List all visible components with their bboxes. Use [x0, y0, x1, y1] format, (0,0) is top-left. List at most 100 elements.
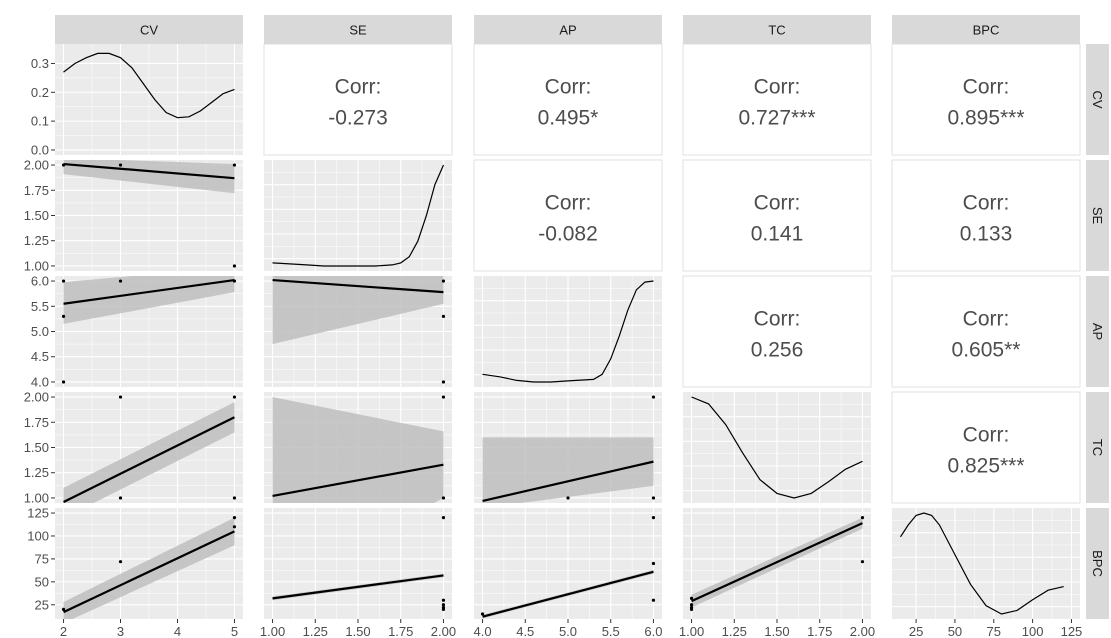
data-point — [566, 496, 570, 500]
data-point — [232, 525, 237, 529]
x-tick-label: 4.5 — [516, 624, 534, 638]
corr-label: Corr: — [545, 76, 592, 99]
regression-line — [272, 278, 444, 294]
x-tick-label: 1.50 — [764, 624, 789, 638]
x-tick-label: 5 — [231, 624, 238, 638]
confidence-band — [272, 397, 444, 503]
regression-line — [272, 574, 444, 600]
strip-top-bpc — [892, 15, 1080, 44]
data-point — [118, 395, 123, 399]
x-tick-label: 3 — [117, 624, 124, 638]
panel-se-cv — [55, 160, 243, 271]
panel-tc-se — [264, 392, 452, 503]
data-point — [441, 603, 446, 607]
x-tick-label: 1.75 — [388, 624, 413, 638]
x-tick-label: 125 — [1061, 624, 1083, 638]
data-point — [689, 596, 694, 600]
data-point — [441, 496, 446, 500]
corr-label: Corr: — [963, 192, 1010, 215]
corr-label: Corr: — [545, 192, 592, 215]
y-tick-label: 50 — [35, 574, 49, 589]
data-point — [232, 395, 237, 399]
data-point — [61, 607, 66, 611]
corr-panel — [682, 43, 872, 156]
data-point — [61, 314, 66, 318]
regression-line — [272, 463, 444, 498]
corr-panel — [263, 43, 453, 156]
data-point — [441, 607, 446, 611]
data-point — [118, 496, 123, 500]
strip-right-tc — [1086, 392, 1109, 503]
strip-label-right: SE — [1090, 207, 1105, 225]
corr-label: Corr: — [754, 192, 801, 215]
panel-se-se — [264, 160, 452, 271]
corr-panel — [891, 391, 1081, 504]
data-point — [232, 516, 237, 520]
panel-cv-cv — [55, 44, 243, 155]
x-tick-label: 2 — [60, 624, 67, 638]
y-tick-label: 2.00 — [24, 158, 49, 173]
x-tick-label: 1.00 — [260, 624, 285, 638]
y-tick-label: 0.3 — [31, 56, 49, 71]
y-tick-label: 1.00 — [24, 490, 49, 505]
data-point — [651, 561, 656, 566]
strip-label-right: TC — [1090, 439, 1105, 456]
corr-panel — [682, 275, 872, 388]
confidence-band — [63, 402, 235, 503]
strip-right-bpc — [1086, 508, 1109, 619]
corr-panel — [682, 159, 872, 272]
strip-label-right: CV — [1090, 90, 1105, 108]
panel-background — [892, 508, 1080, 619]
data-point — [441, 598, 446, 602]
density-curve-bpc — [899, 512, 1064, 615]
x-tick-label: 1.50 — [345, 624, 370, 638]
panel-tc-tc — [683, 392, 871, 503]
regression-line — [63, 278, 235, 305]
corr-value: 0.727*** — [738, 107, 815, 130]
regression-line — [63, 416, 235, 503]
strip-top-ap — [474, 15, 662, 44]
regression-line — [63, 530, 235, 614]
corr-value: 0.895*** — [947, 107, 1024, 130]
strip-right-se — [1086, 160, 1109, 271]
strip-top-tc — [683, 15, 871, 44]
data-point — [232, 163, 237, 167]
y-tick-label: 25 — [35, 597, 49, 612]
panel-ap-ap — [474, 276, 662, 387]
corr-value: 0.495* — [538, 107, 599, 130]
y-tick-label: 75 — [35, 551, 49, 566]
data-point — [441, 279, 446, 283]
density-curve-se — [272, 164, 445, 267]
corr-label: Corr: — [754, 308, 801, 331]
y-tick-label: 0.0 — [31, 142, 49, 157]
x-tick-label: 6.0 — [644, 624, 662, 638]
panel-bpc-cv — [55, 508, 243, 619]
corr-label: Corr: — [963, 76, 1010, 99]
y-tick-label: 1.50 — [24, 208, 49, 223]
panel-bpc-bpc — [892, 508, 1080, 619]
strip-label-right: BPC — [1090, 550, 1105, 577]
x-tick-label: 5.5 — [602, 624, 620, 638]
data-point — [232, 279, 237, 283]
data-point — [651, 395, 656, 399]
corr-value: 0.133 — [960, 223, 1013, 246]
corr-value: 0.825*** — [947, 455, 1024, 478]
strip-label-right: AP — [1090, 323, 1105, 340]
corr-value: 0.141 — [751, 223, 804, 246]
strip-label-top: BPC — [973, 23, 1000, 38]
regression-line — [482, 460, 654, 503]
corr-panel — [473, 159, 663, 272]
y-tick-label: 1.25 — [24, 465, 49, 480]
regression-line — [482, 570, 654, 618]
x-tick-label: 1.25 — [722, 624, 747, 638]
density-curve-cv — [63, 52, 235, 119]
x-tick-label: 4.0 — [474, 624, 492, 638]
confidence-band — [63, 517, 235, 619]
x-tick-label: 1.75 — [807, 624, 832, 638]
panel-ap-cv — [55, 276, 243, 387]
regression-line — [63, 162, 235, 180]
panel-bpc-ap — [474, 508, 662, 619]
strip-right-ap — [1086, 276, 1109, 387]
data-point — [232, 264, 237, 268]
corr-label: Corr: — [335, 76, 382, 99]
